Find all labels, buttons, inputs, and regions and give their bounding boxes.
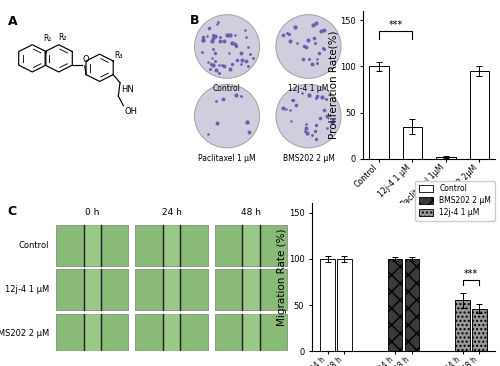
Text: R₂: R₂ bbox=[58, 33, 67, 42]
Text: ***: *** bbox=[464, 269, 478, 279]
Bar bbox=[136, 269, 208, 310]
Bar bbox=[242, 314, 260, 354]
Text: BMS202 2 μM: BMS202 2 μM bbox=[282, 154, 335, 163]
Bar bbox=[56, 269, 128, 310]
Bar bbox=[369, 67, 388, 159]
Text: A: A bbox=[8, 15, 18, 29]
Y-axis label: Migration Rate (%): Migration Rate (%) bbox=[277, 229, 287, 326]
Text: O: O bbox=[83, 55, 89, 64]
Text: 12j-4 1 μM: 12j-4 1 μM bbox=[288, 84, 329, 93]
Bar bbox=[402, 127, 422, 159]
Bar bbox=[215, 269, 287, 310]
Legend: Control, BMS202 2 μM, 12j-4 1 μM: Control, BMS202 2 μM, 12j-4 1 μM bbox=[416, 180, 495, 221]
Ellipse shape bbox=[276, 84, 341, 148]
Bar bbox=[84, 269, 101, 310]
Y-axis label: Proliferation Rate(%): Proliferation Rate(%) bbox=[328, 31, 338, 139]
Bar bbox=[456, 300, 470, 351]
Ellipse shape bbox=[276, 15, 341, 78]
Text: 24 h: 24 h bbox=[162, 208, 182, 217]
Bar bbox=[337, 259, 351, 351]
Bar bbox=[472, 309, 486, 351]
Text: 48 h: 48 h bbox=[241, 208, 261, 217]
Text: 12j-4 1 μM: 12j-4 1 μM bbox=[4, 285, 49, 294]
Bar bbox=[215, 314, 287, 354]
Bar bbox=[84, 314, 101, 354]
Bar bbox=[136, 225, 208, 265]
Bar bbox=[163, 225, 180, 265]
Bar bbox=[163, 314, 180, 354]
Text: R₁: R₁ bbox=[44, 34, 52, 42]
Text: HN: HN bbox=[121, 85, 134, 94]
Bar bbox=[388, 259, 402, 351]
Bar bbox=[163, 269, 180, 310]
Text: BMS202 2 μM: BMS202 2 μM bbox=[0, 329, 49, 339]
Bar bbox=[215, 225, 287, 265]
Ellipse shape bbox=[194, 84, 260, 148]
Text: 0 h: 0 h bbox=[85, 208, 100, 217]
Text: OH: OH bbox=[124, 107, 138, 116]
Bar bbox=[436, 157, 456, 159]
Text: C: C bbox=[8, 205, 17, 218]
Bar bbox=[56, 225, 128, 265]
Bar bbox=[56, 314, 128, 354]
Bar bbox=[404, 259, 419, 351]
Bar bbox=[470, 71, 489, 159]
Bar bbox=[242, 269, 260, 310]
Text: R₃: R₃ bbox=[114, 51, 122, 60]
Text: ***: *** bbox=[388, 20, 403, 30]
Bar bbox=[136, 314, 208, 354]
Text: Control: Control bbox=[213, 84, 241, 93]
Text: B: B bbox=[190, 14, 199, 27]
Ellipse shape bbox=[194, 15, 260, 78]
Bar bbox=[320, 259, 335, 351]
Bar bbox=[242, 225, 260, 265]
Text: Control: Control bbox=[18, 241, 49, 250]
Text: Paclitaxel 1 μM: Paclitaxel 1 μM bbox=[198, 154, 256, 163]
Bar bbox=[84, 225, 101, 265]
